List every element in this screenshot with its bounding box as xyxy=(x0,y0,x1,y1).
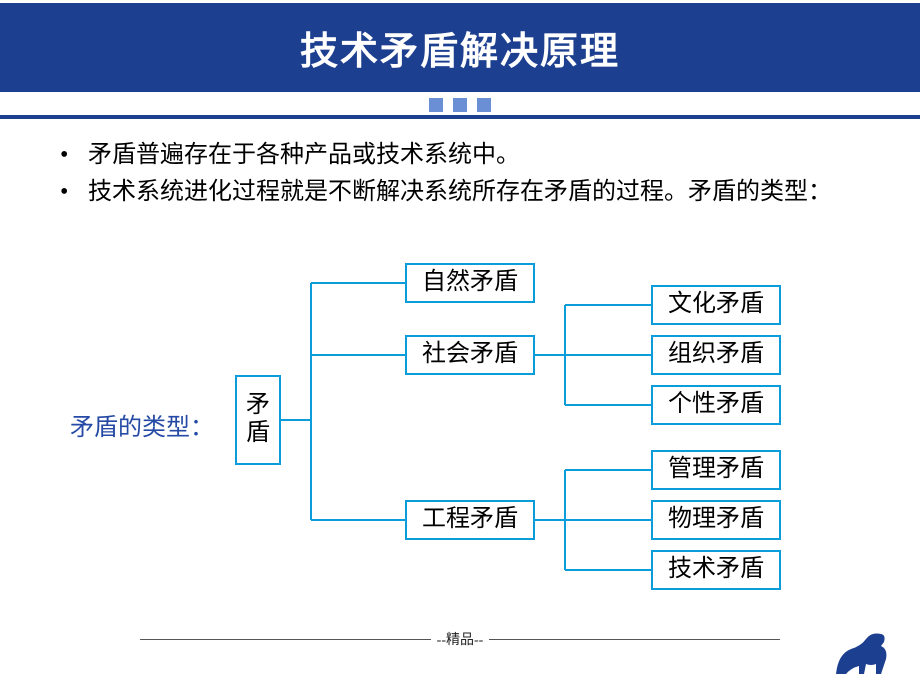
footer-text: --精品-- xyxy=(431,629,490,649)
accent-square xyxy=(453,98,467,112)
connector xyxy=(565,519,651,522)
page-title: 技术矛盾解决原理 xyxy=(300,20,620,75)
bullet-text: 技术系统进化过程就是不断解决系统所存在矛盾的过程。矛盾的类型： xyxy=(88,174,870,211)
connector xyxy=(565,354,651,357)
accent-square xyxy=(477,98,491,112)
bullet-item: • 矛盾普遍存在于各种产品或技术系统中。 xyxy=(60,137,870,174)
connector xyxy=(311,519,405,522)
accent-band xyxy=(0,95,920,119)
body-text: • 矛盾普遍存在于各种产品或技术系统中。 • 技术系统进化过程就是不断解决系统所… xyxy=(0,119,920,211)
tree-diagram: 矛盾的类型： 矛 盾 自然矛盾社会矛盾工程矛盾 文化矛盾组织矛盾个性矛盾管理矛盾物理… xyxy=(0,255,920,655)
bullet-item: • 技术系统进化过程就是不断解决系统所存在矛盾的过程。矛盾的类型： xyxy=(60,174,870,211)
tree-node-n3: 工程矛盾 xyxy=(405,500,535,540)
bullet-dot-icon: • xyxy=(60,174,88,211)
connector xyxy=(565,404,651,407)
tree-node-n2a: 文化矛盾 xyxy=(651,285,781,325)
connector xyxy=(565,569,651,572)
tree-node-n3a: 管理矛盾 xyxy=(651,450,781,490)
tree-node-n3c: 技术矛盾 xyxy=(651,550,781,590)
footer-line: --精品-- xyxy=(140,639,780,660)
tree-node-n1: 自然矛盾 xyxy=(405,263,535,303)
accent-square xyxy=(429,98,443,112)
connector xyxy=(535,519,565,522)
connector xyxy=(281,419,311,422)
tree-node-n2c: 个性矛盾 xyxy=(651,385,781,425)
connector xyxy=(311,354,405,357)
connector xyxy=(311,282,405,285)
tree-node-root: 矛 盾 xyxy=(235,375,281,465)
horse-icon xyxy=(826,624,906,684)
connector xyxy=(565,304,651,307)
diagram-side-label: 矛盾的类型： xyxy=(70,407,214,442)
connector xyxy=(535,354,565,357)
tree-node-n2: 社会矛盾 xyxy=(405,335,535,375)
bullet-text: 矛盾普遍存在于各种产品或技术系统中。 xyxy=(88,137,870,174)
title-band: 技术矛盾解决原理 xyxy=(0,0,920,95)
tree-node-n2b: 组织矛盾 xyxy=(651,335,781,375)
connector xyxy=(565,469,651,472)
tree-node-n3b: 物理矛盾 xyxy=(651,500,781,540)
connector xyxy=(310,283,313,520)
bullet-dot-icon: • xyxy=(60,137,88,174)
